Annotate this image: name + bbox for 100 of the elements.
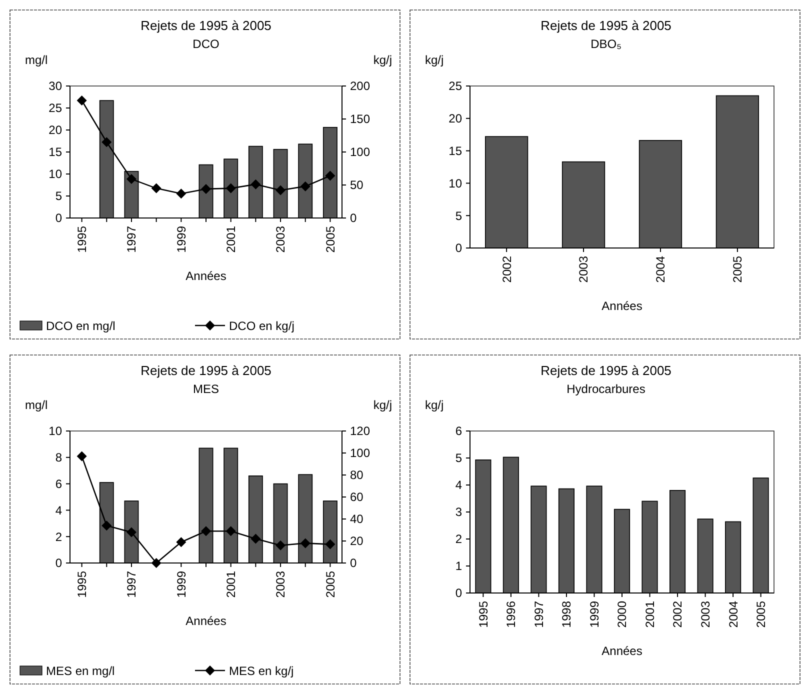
- chart-subtitle: DBO₅: [590, 37, 622, 51]
- point: [250, 179, 261, 190]
- point: [226, 526, 236, 536]
- point: [276, 185, 286, 196]
- y-tick-label: 10: [448, 176, 462, 190]
- y-tick-label: 15: [48, 145, 62, 160]
- chart-subtitle: DCO: [192, 37, 220, 51]
- point: [76, 96, 87, 106]
- point: [250, 534, 261, 544]
- y-tick-label: 5: [455, 208, 462, 223]
- y2-tick-label: 200: [350, 79, 370, 94]
- y2-tick-label: 120: [350, 424, 370, 438]
- x-tick-label: 2002: [500, 256, 514, 283]
- legend-label: DCO en kg/j: [229, 319, 294, 333]
- legend-label: MES en kg/j: [229, 664, 294, 678]
- y-axis-title: kg/j: [425, 398, 444, 412]
- y-tick-label: 20: [448, 112, 462, 126]
- x-tick-label: 1997: [124, 226, 139, 253]
- point: [276, 540, 286, 550]
- x-axis-title: Années: [602, 644, 642, 658]
- y-tick-label: 8: [55, 450, 62, 465]
- y-tick-label: 2: [55, 530, 62, 544]
- x-tick-label: 2003: [274, 226, 288, 253]
- y2-tick-label: 80: [350, 468, 364, 482]
- y-tick-label: 15: [448, 144, 462, 158]
- x-tick-label: 1999: [174, 570, 188, 598]
- y2-tick-label: 150: [350, 112, 370, 126]
- x-tick-label: 2004: [654, 256, 668, 283]
- chart-title: Rejets de 1995 à 2005: [140, 363, 272, 378]
- legend-label: MES en mg/l: [46, 664, 115, 678]
- y-tick-label: 0: [455, 586, 462, 600]
- y-tick-label: 10: [48, 424, 62, 438]
- x-tick-label: 1995: [75, 570, 89, 598]
- y-tick-label: 10: [48, 167, 62, 182]
- chart-title: Rejets de 1995 à 2005: [540, 363, 672, 378]
- x-tick-label: 1995: [75, 226, 89, 253]
- y-tick-label: 4: [455, 478, 462, 492]
- y2-tick-label: 20: [350, 534, 364, 548]
- y-tick-label: 5: [455, 451, 462, 466]
- x-tick-label: 1995: [476, 600, 490, 628]
- x-tick-label: 1996: [504, 600, 518, 628]
- x-tick-label: 2005: [730, 256, 745, 283]
- point: [325, 539, 336, 550]
- y-axis-title: kg/j: [425, 53, 444, 67]
- y-tick-label: 0: [55, 556, 62, 570]
- point: [300, 181, 310, 192]
- point: [325, 170, 336, 181]
- x-tick-label: 2000: [615, 600, 630, 628]
- point: [201, 526, 211, 536]
- y-tick-label: 5: [55, 189, 62, 204]
- y2-tick-label: 0: [350, 556, 357, 570]
- point: [102, 520, 112, 531]
- point: [176, 188, 186, 199]
- x-axis-title: Années: [602, 299, 642, 313]
- y-tick-label: 6: [455, 424, 462, 438]
- y-tick-label: 20: [48, 123, 62, 138]
- x-tick-label: 2005: [323, 226, 338, 253]
- point: [102, 137, 112, 148]
- x-tick-label: 2003: [698, 600, 712, 628]
- legend-label: DCO en mg/l: [46, 319, 116, 333]
- x-tick-label: 1999: [174, 226, 188, 253]
- y-tick-label: 30: [48, 79, 62, 94]
- y-axis-title: mg/l: [25, 53, 48, 67]
- y-tick-label: 25: [448, 79, 462, 94]
- y2-tick-label: 40: [350, 512, 364, 526]
- x-tick-label: 1998: [560, 600, 574, 628]
- x-axis-title: Années: [186, 269, 226, 283]
- point: [226, 183, 236, 194]
- y-tick-label: 0: [455, 241, 462, 256]
- x-tick-label: 2003: [274, 570, 288, 598]
- x-tick-label: 2005: [754, 600, 768, 628]
- point: [300, 538, 310, 548]
- y-tick-label: 6: [55, 477, 62, 491]
- x-tick-label: 2003: [576, 256, 591, 283]
- y-tick-label: 2: [455, 532, 462, 546]
- x-tick-label: 1997: [124, 570, 139, 598]
- y-tick-label: 3: [455, 505, 462, 520]
- y-tick-label: 4: [55, 503, 62, 518]
- point: [126, 174, 136, 184]
- chart-title: Rejets de 1995 à 2005: [540, 18, 672, 33]
- x-tick-label: 1999: [587, 600, 602, 628]
- y2-tick-label: 100: [350, 145, 370, 160]
- y2-tick-label: 50: [350, 178, 364, 192]
- x-tick-label: 2001: [224, 570, 238, 598]
- x-tick-label: 2001: [224, 226, 238, 253]
- point: [151, 183, 162, 194]
- y-tick-label: 25: [48, 101, 62, 116]
- x-axis-title: Années: [186, 614, 226, 628]
- y2-axis-title: kg/j: [373, 398, 392, 412]
- point: [201, 184, 211, 194]
- point: [176, 537, 186, 548]
- y-axis-title: mg/l: [25, 398, 48, 412]
- chart-subtitle: Hydrocarbures: [566, 382, 646, 396]
- x-tick-label: 1997: [532, 600, 546, 628]
- chart-subtitle: MES: [192, 382, 220, 396]
- x-tick-label: 2002: [670, 600, 685, 628]
- chart-title: Rejets de 1995 à 2005: [140, 18, 272, 33]
- point: [126, 527, 136, 538]
- y-tick-label: 1: [455, 559, 462, 574]
- x-tick-label: 2004: [726, 600, 740, 628]
